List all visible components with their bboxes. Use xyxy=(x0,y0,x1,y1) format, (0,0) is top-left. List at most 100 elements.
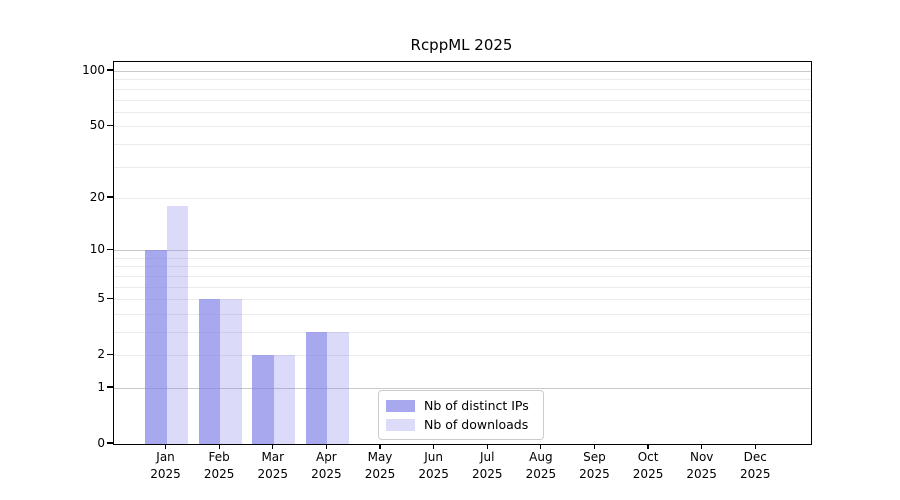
x-tick-year: 2025 xyxy=(740,467,771,481)
x-tick-year: 2025 xyxy=(579,467,610,481)
minor-gridline xyxy=(114,99,811,101)
y-tick-label: 20 xyxy=(89,189,105,204)
x-tick-mark xyxy=(540,444,542,449)
minor-gridline xyxy=(114,266,811,268)
minor-gridline xyxy=(114,126,811,128)
x-tick-year: 2025 xyxy=(525,467,557,481)
y-tick-mark xyxy=(107,196,113,198)
x-tick-year: 2025 xyxy=(203,467,235,481)
minor-gridline xyxy=(114,143,811,145)
y-tick-label: 50 xyxy=(89,118,105,133)
major-gridline xyxy=(114,250,811,252)
minor-gridline xyxy=(114,313,811,315)
x-tick-mark xyxy=(701,444,703,449)
minor-gridline xyxy=(114,299,811,301)
y-tick-label: 5 xyxy=(97,291,105,306)
x-tick-mark xyxy=(754,444,756,449)
x-tick-mark xyxy=(433,444,435,449)
bar-downloads xyxy=(327,331,349,444)
x-tick-year: 2025 xyxy=(471,467,503,481)
x-tick-label: Oct 2025 xyxy=(608,449,688,483)
x-tick-year: 2025 xyxy=(257,467,289,481)
x-tick-month: Feb xyxy=(208,450,230,464)
x-tick-mark xyxy=(379,444,381,449)
x-tick-month: Jul xyxy=(479,450,495,464)
y-tick-mark xyxy=(107,442,113,444)
y-tick-mark xyxy=(107,386,113,388)
legend-swatch-distinct-ips xyxy=(386,399,415,412)
major-gridline xyxy=(114,71,811,73)
x-tick-month: Nov xyxy=(689,450,714,464)
x-tick-label: May 2025 xyxy=(340,449,420,483)
x-tick-label: Nov 2025 xyxy=(662,449,742,483)
legend-label: Nb of distinct IPs xyxy=(424,398,529,413)
x-tick-year: 2025 xyxy=(632,467,664,481)
y-tick-label: 0 xyxy=(97,436,105,450)
x-tick-year: 2025 xyxy=(686,467,717,481)
y-tick-label: 10 xyxy=(89,242,105,257)
legend-label: Nb of downloads xyxy=(424,417,529,432)
x-tick-label: Apr 2025 xyxy=(286,449,366,483)
legend-item: Nb of distinct IPs xyxy=(386,396,535,415)
x-tick-month: Jan xyxy=(156,450,175,464)
x-tick-label: Dec 2025 xyxy=(715,449,795,483)
x-tick-month: Mar xyxy=(261,450,285,464)
minor-gridline xyxy=(114,88,811,90)
x-tick-year: 2025 xyxy=(150,467,181,481)
bar-downloads xyxy=(273,355,296,444)
x-tick-month: May xyxy=(367,450,393,464)
x-tick-label: Mar 2025 xyxy=(233,449,313,483)
major-gridline xyxy=(114,387,811,389)
bar-downloads xyxy=(220,299,242,444)
bar-downloads xyxy=(166,206,189,444)
x-tick-mark xyxy=(218,444,220,449)
minor-gridline xyxy=(114,166,811,168)
y-tick-mark xyxy=(107,297,113,299)
bar-distinct-ips xyxy=(252,355,274,444)
minor-gridline xyxy=(114,275,811,277)
x-tick-label: Jul 2025 xyxy=(447,449,527,483)
x-tick-month: Jun xyxy=(424,450,443,464)
x-tick-label: Aug 2025 xyxy=(501,449,581,483)
y-tick-label: 1 xyxy=(97,379,105,394)
x-tick-year: 2025 xyxy=(311,467,342,481)
x-tick-mark xyxy=(486,444,488,449)
minor-gridline xyxy=(114,257,811,259)
x-tick-month: Aug xyxy=(529,450,553,464)
bar-distinct-ips xyxy=(198,299,221,444)
x-tick-label: Jan 2025 xyxy=(126,449,206,483)
legend: Nb of distinct IPs Nb of downloads xyxy=(378,390,544,440)
x-tick-label: Jun 2025 xyxy=(394,449,474,483)
x-tick-mark xyxy=(647,444,649,449)
x-tick-label: Feb 2025 xyxy=(179,449,259,483)
bar-distinct-ips xyxy=(145,250,167,444)
y-tick-mark xyxy=(107,353,113,355)
minor-gridline xyxy=(114,286,811,288)
minor-gridline xyxy=(114,355,811,357)
y-tick-mark xyxy=(107,69,113,71)
x-tick-month: Oct xyxy=(637,450,659,464)
minor-gridline xyxy=(114,79,811,81)
x-tick-month: Sep xyxy=(583,450,606,464)
minor-gridline xyxy=(114,111,811,113)
minor-gridline xyxy=(114,331,811,333)
y-tick-label: 2 xyxy=(97,347,105,362)
legend-item: Nb of downloads xyxy=(386,415,535,434)
x-tick-year: 2025 xyxy=(364,467,396,481)
y-tick-label: 100 xyxy=(82,63,105,78)
x-tick-mark xyxy=(593,444,596,449)
x-tick-month: Apr xyxy=(315,450,337,464)
y-tick-mark xyxy=(107,248,113,250)
chart-title: RcppML 2025 xyxy=(410,36,513,54)
y-tick-mark xyxy=(107,124,113,126)
x-tick-mark xyxy=(325,444,327,449)
legend-swatch-downloads xyxy=(386,418,415,431)
minor-gridline xyxy=(114,197,811,199)
plot-area xyxy=(113,61,812,445)
x-tick-year: 2025 xyxy=(418,467,449,481)
x-tick-mark xyxy=(164,444,167,449)
x-tick-mark xyxy=(272,444,274,449)
bar-distinct-ips xyxy=(305,331,328,444)
x-tick-month: Dec xyxy=(743,450,767,464)
